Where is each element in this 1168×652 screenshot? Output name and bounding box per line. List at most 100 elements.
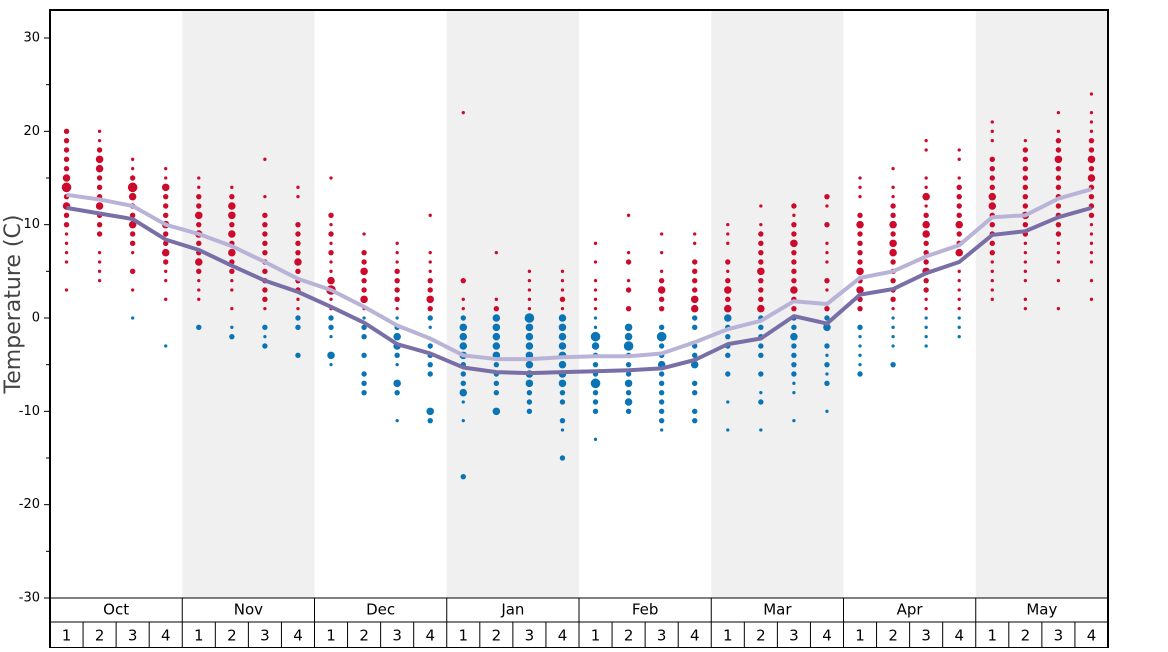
dot <box>857 259 863 265</box>
dot <box>492 407 501 416</box>
dot <box>1089 251 1094 255</box>
dot <box>560 307 565 311</box>
dot <box>1088 165 1095 172</box>
dot <box>230 325 234 329</box>
dot <box>857 305 863 312</box>
dot <box>955 220 963 229</box>
week-label: 2 <box>95 627 105 645</box>
dot <box>128 192 137 201</box>
dot <box>791 305 797 312</box>
dot <box>824 277 830 284</box>
dot <box>63 128 70 135</box>
dot <box>792 213 796 217</box>
dot <box>660 269 664 273</box>
y-tick-label: 30 <box>23 31 40 46</box>
dot <box>692 268 698 275</box>
dot <box>164 176 168 180</box>
dot <box>95 202 104 210</box>
dot <box>956 231 962 237</box>
week-label: 4 <box>1087 627 1097 645</box>
dot <box>63 165 70 172</box>
dot <box>230 279 234 283</box>
dot <box>295 352 301 359</box>
dot <box>957 325 961 329</box>
dot <box>1023 139 1027 143</box>
week-label: 2 <box>1021 627 1031 645</box>
dot <box>427 371 433 377</box>
dot <box>956 193 962 200</box>
dot <box>626 279 631 283</box>
dot <box>692 315 698 321</box>
dot <box>1023 307 1027 311</box>
dot <box>890 296 896 303</box>
dot <box>262 324 268 331</box>
dot <box>593 288 598 292</box>
dot <box>127 182 138 193</box>
dot <box>494 251 498 255</box>
dot <box>757 267 765 276</box>
dot <box>658 380 665 387</box>
dot <box>990 288 994 292</box>
dot <box>626 213 631 217</box>
dot <box>128 220 137 229</box>
dot <box>196 221 202 228</box>
dot <box>164 279 168 283</box>
dot <box>427 287 433 293</box>
dot <box>63 137 70 144</box>
dot <box>924 139 928 143</box>
dot <box>858 363 862 367</box>
dot <box>492 342 501 350</box>
dot <box>791 277 797 284</box>
dot <box>97 139 102 143</box>
dot <box>759 223 763 227</box>
dot <box>592 408 599 415</box>
dot <box>824 305 830 312</box>
dot <box>1055 221 1062 228</box>
dot <box>560 288 565 292</box>
dot <box>957 176 961 180</box>
dot <box>692 417 698 424</box>
dot <box>295 315 301 321</box>
dot <box>394 389 400 396</box>
dot <box>858 176 862 180</box>
dot <box>461 419 465 423</box>
dot <box>97 129 102 133</box>
dot <box>61 182 72 193</box>
dot <box>856 267 864 276</box>
dot <box>296 307 300 311</box>
dot <box>526 399 533 405</box>
y-tick-label: -30 <box>19 591 40 606</box>
dot <box>295 221 301 228</box>
dot <box>692 408 698 415</box>
dot <box>263 157 267 161</box>
dot <box>426 407 434 416</box>
dot <box>197 185 201 189</box>
week-label: 3 <box>128 627 138 645</box>
dot <box>757 304 765 313</box>
dot <box>560 428 565 432</box>
dot <box>1055 175 1062 181</box>
dot <box>923 259 929 265</box>
week-label: 1 <box>591 627 601 645</box>
dot <box>493 361 500 368</box>
dot <box>790 239 798 248</box>
dot <box>858 185 862 189</box>
dot <box>792 391 796 395</box>
dot <box>891 325 895 329</box>
dot <box>725 352 731 359</box>
dot <box>197 288 201 292</box>
dot <box>890 212 896 219</box>
dot <box>824 380 830 387</box>
dot <box>758 231 764 237</box>
dot <box>395 241 399 245</box>
dot <box>890 203 896 209</box>
dot <box>361 380 367 387</box>
dot <box>1022 193 1029 200</box>
dot <box>856 286 864 294</box>
dot <box>590 331 601 342</box>
dot <box>957 148 961 152</box>
dot <box>262 249 268 256</box>
dot <box>525 323 534 332</box>
dot <box>492 332 501 341</box>
dot <box>660 251 664 255</box>
